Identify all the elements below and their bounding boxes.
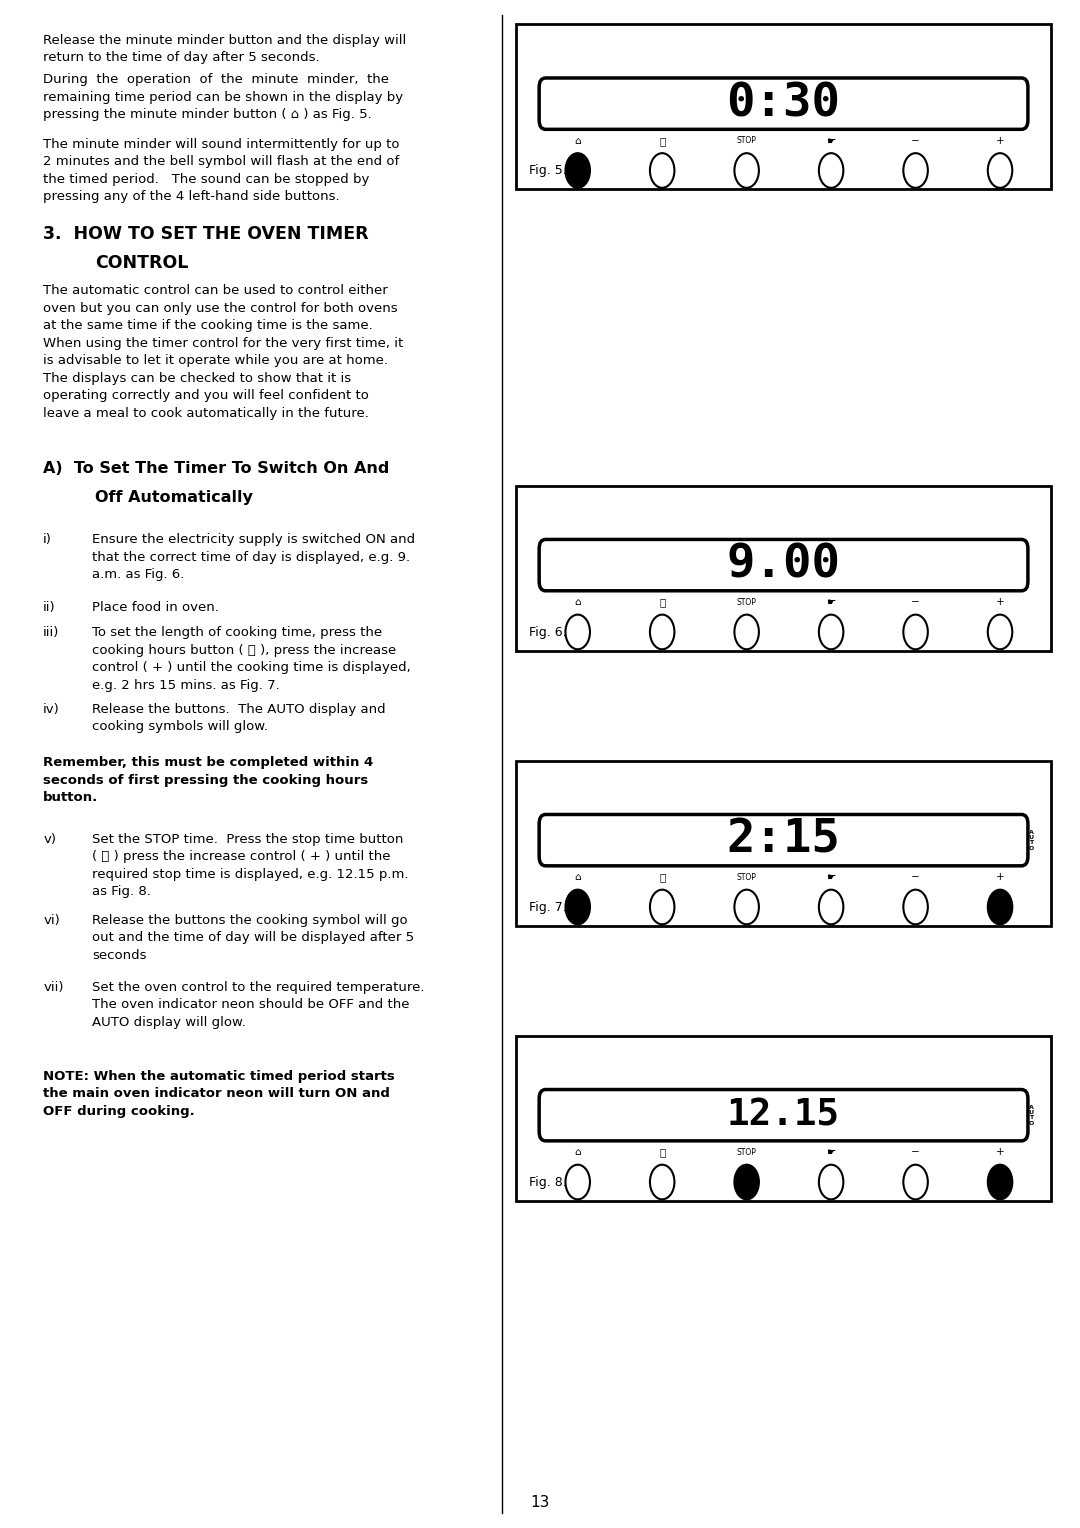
Circle shape [903,614,928,649]
Text: Set the STOP time.  Press the stop time button
( ⧗ ) press the increase control : Set the STOP time. Press the stop time b… [92,833,408,898]
Circle shape [988,889,1012,924]
Text: Off Automatically: Off Automatically [95,490,253,506]
Text: Fig. 8.: Fig. 8. [529,1175,567,1189]
Text: Fig. 6.: Fig. 6. [529,625,567,639]
Circle shape [566,889,590,924]
Text: Fig. 7.: Fig. 7. [529,900,567,914]
Text: Release the buttons the cooking symbol will go
out and the time of day will be d: Release the buttons the cooking symbol w… [92,914,414,961]
Circle shape [734,153,759,188]
Circle shape [819,153,843,188]
Circle shape [650,889,674,924]
Text: Set the oven control to the required temperature.
The oven indicator neon should: Set the oven control to the required tem… [92,981,424,1028]
FancyBboxPatch shape [539,539,1028,591]
FancyBboxPatch shape [539,1089,1028,1141]
Circle shape [819,614,843,649]
Text: −: − [912,136,920,145]
Text: +: + [996,597,1004,607]
Circle shape [734,889,759,924]
Text: The automatic control can be used to control either
oven but you can only use th: The automatic control can be used to con… [43,284,404,420]
Text: ii): ii) [43,601,56,614]
Text: STOP: STOP [737,597,757,607]
Text: STOP: STOP [737,872,757,882]
FancyBboxPatch shape [516,1036,1051,1201]
Text: +: + [996,872,1004,882]
Circle shape [988,1164,1012,1199]
Text: ⌂: ⌂ [575,597,581,607]
Text: ☛: ☛ [826,136,836,145]
Text: ⧗: ⧗ [659,1148,665,1157]
FancyBboxPatch shape [516,761,1051,926]
Text: The minute minder will sound intermittently for up to
2 minutes and the bell sym: The minute minder will sound intermitten… [43,138,400,203]
Text: STOP: STOP [737,136,757,145]
Text: STOP: STOP [737,1148,757,1157]
Text: 12.15: 12.15 [727,1097,840,1134]
Text: Release the minute minder button and the display will
return to the time of day : Release the minute minder button and the… [43,34,406,64]
FancyBboxPatch shape [539,78,1028,130]
Text: ⧗: ⧗ [659,872,665,882]
Text: i): i) [43,533,52,547]
Circle shape [903,1164,928,1199]
Circle shape [819,1164,843,1199]
Text: Ensure the electricity supply is switched ON and
that the correct time of day is: Ensure the electricity supply is switche… [92,533,415,581]
FancyBboxPatch shape [516,486,1051,651]
Text: To set the length of cooking time, press the
cooking hours button ( ⧗ ), press t: To set the length of cooking time, press… [92,626,410,692]
Text: ☛: ☛ [826,1148,836,1157]
Text: 13: 13 [530,1494,550,1510]
Text: v): v) [43,833,56,847]
Circle shape [650,1164,674,1199]
Text: 2:15: 2:15 [727,817,840,863]
Circle shape [566,153,590,188]
Text: ☛: ☛ [826,872,836,882]
Text: A
U
T
O: A U T O [1029,830,1034,851]
Circle shape [734,1164,759,1199]
Text: 3.  HOW TO SET THE OVEN TIMER: 3. HOW TO SET THE OVEN TIMER [43,225,369,243]
Text: ☛: ☛ [826,597,836,607]
Text: iii): iii) [43,626,59,640]
Circle shape [988,153,1012,188]
Text: ⧗: ⧗ [659,597,665,607]
Text: vi): vi) [43,914,60,927]
Text: ⌂: ⌂ [575,1148,581,1157]
Text: ⌂: ⌂ [575,136,581,145]
Text: 0:30: 0:30 [727,81,840,127]
Circle shape [903,889,928,924]
Text: −: − [912,872,920,882]
Text: A
U
T
O: A U T O [1029,1105,1034,1126]
Circle shape [566,614,590,649]
Text: During  the  operation  of  the  minute  minder,  the
remaining time period can : During the operation of the minute minde… [43,73,403,121]
Circle shape [650,153,674,188]
Circle shape [566,1164,590,1199]
Circle shape [903,153,928,188]
Text: +: + [996,1148,1004,1157]
Circle shape [650,614,674,649]
Text: −: − [912,1148,920,1157]
Text: vii): vii) [43,981,64,995]
Text: +: + [996,136,1004,145]
Circle shape [988,614,1012,649]
Text: ⧗: ⧗ [659,136,665,145]
Text: −: − [912,597,920,607]
Text: Fig. 5.: Fig. 5. [529,163,567,177]
Text: Remember, this must be completed within 4
seconds of first pressing the cooking : Remember, this must be completed within … [43,756,374,804]
Text: Release the buttons.  The AUTO display and
cooking symbols will glow.: Release the buttons. The AUTO display an… [92,703,386,733]
Circle shape [734,614,759,649]
Text: NOTE: When the automatic timed period starts
the main oven indicator neon will t: NOTE: When the automatic timed period st… [43,1070,395,1117]
Text: ⌂: ⌂ [575,872,581,882]
Circle shape [819,889,843,924]
FancyBboxPatch shape [539,814,1028,866]
Text: Place food in oven.: Place food in oven. [92,601,218,614]
Text: 9.00: 9.00 [727,542,840,588]
Text: A)  To Set The Timer To Switch On And: A) To Set The Timer To Switch On And [43,461,390,477]
Text: CONTROL: CONTROL [95,254,188,272]
FancyBboxPatch shape [516,24,1051,189]
Text: iv): iv) [43,703,60,717]
